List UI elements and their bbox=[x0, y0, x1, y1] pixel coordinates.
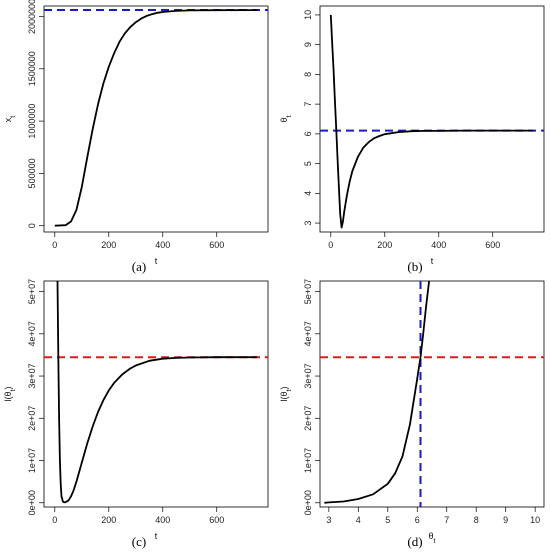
panel-b-y-tick-label: 9 bbox=[303, 42, 313, 47]
panel-b-x-tick-label: 600 bbox=[485, 240, 500, 250]
panel-b-plot: 0 200 400 600 3 4 5 6 7 8 9 10 t θt bbox=[279, 5, 545, 266]
panel-d-y-tick-label: 1e+07 bbox=[303, 448, 313, 473]
panel-c-frame bbox=[43, 280, 269, 508]
panel-d-y-tick-label: 2e+07 bbox=[303, 406, 313, 431]
panel-d-data bbox=[320, 281, 544, 507]
panel-d-x-tick-label: 6 bbox=[415, 515, 420, 525]
panel-d-x-tick-label: 9 bbox=[503, 515, 508, 525]
panel-c-y-tick-label: 5e+07 bbox=[27, 279, 37, 304]
panel-d-x-tick-label: 3 bbox=[326, 515, 331, 525]
panel-d-x-tick-label: 4 bbox=[356, 515, 361, 525]
panel-a-y-axis-label: xt bbox=[3, 116, 17, 123]
caption-d: (d) bbox=[407, 534, 422, 549]
caption-c: (c) bbox=[132, 534, 146, 549]
panel-a-x-axis-label: t bbox=[155, 256, 158, 266]
panel-a-x-tick-label: 0 bbox=[52, 240, 57, 250]
panel-a-series-line bbox=[54, 9, 258, 227]
panel-d-frame bbox=[319, 280, 545, 508]
panel-c-y-tick-label: 0e+00 bbox=[27, 490, 37, 515]
panel-b-y-axis-label: θt bbox=[279, 115, 293, 122]
panel-b-y-tick-label: 3 bbox=[303, 221, 313, 226]
panel-a-frame bbox=[43, 5, 269, 233]
panel-d-x-tick-label: 5 bbox=[385, 515, 390, 525]
panel-d-y-axis-label: l(θt) bbox=[279, 387, 293, 402]
panel-d-y-tick-label: 5e+07 bbox=[303, 279, 313, 304]
panel-b-x-tick-label: 400 bbox=[431, 240, 446, 250]
panel-b-x-tick-label: 0 bbox=[328, 240, 333, 250]
panel-b-series-line bbox=[329, 14, 534, 229]
panel-c-y-axis-label: l(θt) bbox=[3, 387, 17, 402]
panel-d-series-line bbox=[324, 281, 430, 504]
panel-c-x-tick-label: 600 bbox=[209, 515, 224, 525]
panel-b-y-tick-label: 8 bbox=[303, 72, 313, 77]
panel-b-data bbox=[320, 14, 544, 229]
panel-d-y-tick-label: 3e+07 bbox=[303, 363, 313, 388]
panel-d-plot: 3 4 5 6 7 8 9 10 0e+00 1e+07 2e+07 3e+07 4e+07 5e+07 θ… bbox=[279, 279, 545, 545]
panel-a-y-tick-label: 1500000 bbox=[27, 51, 37, 86]
panel-b-y-tick-label: 4 bbox=[303, 191, 313, 196]
panel-a-data bbox=[44, 8, 268, 227]
panel-a-y-tick-label: 500000 bbox=[27, 158, 37, 188]
panel-c-plot: 0 200 400 600 0e+00 1e+07 2e+07 3e+07 4e+07 5e+07… bbox=[3, 279, 269, 541]
panel-b-x-tick-label: 200 bbox=[377, 240, 392, 250]
panel-b-x-axis-label: t bbox=[431, 256, 434, 266]
panel-b-y-tick-label: 6 bbox=[303, 131, 313, 136]
panel-c-y-tick-label: 2e+07 bbox=[27, 406, 37, 431]
panel-a-y-tick-label: 1000000 bbox=[27, 104, 37, 139]
caption-a: (a) bbox=[132, 259, 146, 274]
panel-c-x-tick-label: 400 bbox=[155, 515, 170, 525]
panel-b-y-tick-label: 5 bbox=[303, 161, 313, 166]
panel-c-series-line bbox=[56, 281, 258, 504]
panel-d-x-tick-label: 8 bbox=[474, 515, 479, 525]
panel-a-y-tick-label: 2000000 bbox=[27, 0, 37, 34]
panel-b-y-tick-label: 7 bbox=[303, 102, 313, 107]
panel-c-x-tick-label: 0 bbox=[52, 515, 57, 525]
panel-a-y-tick-label: 0 bbox=[27, 223, 37, 228]
panel-d-x-axis-label: θt bbox=[429, 531, 436, 545]
panel-b-y-tick-label: 10 bbox=[303, 10, 313, 20]
panel-a-x-tick-label: 400 bbox=[155, 240, 170, 250]
panel-c-y-tick-label: 3e+07 bbox=[27, 363, 37, 388]
panel-d-x-tick-label: 10 bbox=[530, 515, 540, 525]
panel-c-y-tick-label: 4e+07 bbox=[27, 321, 37, 346]
panel-a-x-tick-label: 200 bbox=[101, 240, 116, 250]
panel-a-x-tick-label: 600 bbox=[209, 240, 224, 250]
panel-d-x-tick-label: 7 bbox=[444, 515, 449, 525]
panel-c-y-tick-label: 1e+07 bbox=[27, 448, 37, 473]
panel-c-x-axis-label: t bbox=[155, 531, 158, 541]
caption-b: (b) bbox=[407, 259, 422, 274]
panel-b-frame bbox=[319, 5, 545, 233]
panel-d-y-tick-label: 4e+07 bbox=[303, 321, 313, 346]
panel-c-data bbox=[44, 281, 268, 504]
panel-c-x-tick-label: 200 bbox=[101, 515, 116, 525]
panel-a-plot: 0 200 400 600 0 500000 1000000 1500000 2000000 t x… bbox=[3, 0, 269, 266]
panel-d-y-tick-label: 0e+00 bbox=[303, 490, 313, 515]
